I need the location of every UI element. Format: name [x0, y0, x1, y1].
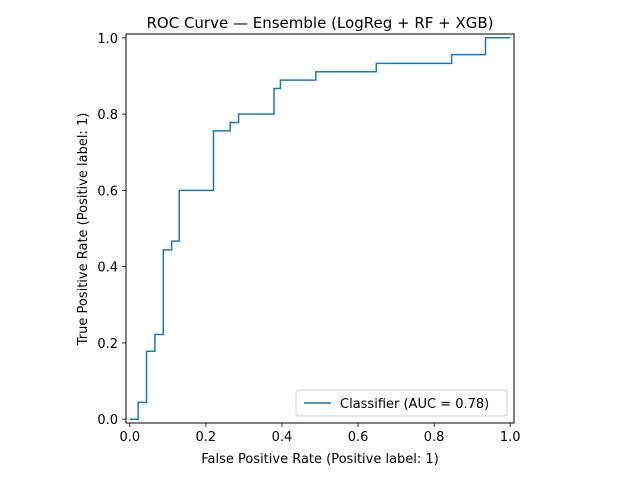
x-tick-label: 0.6	[348, 430, 369, 445]
y-axis-label: True Positive Rate (Positive label: 1)	[76, 113, 91, 347]
y-tick-label: 0.2	[97, 337, 118, 352]
x-tick-label: 0.4	[272, 430, 293, 445]
x-axis-ticks: 0.0 0.2 0.4 0.6 0.8 1.0	[119, 423, 521, 445]
legend: Classifier (AUC = 0.78)	[295, 389, 508, 417]
plot-area	[125, 33, 515, 424]
chart-title: ROC Curve — Ensemble (LogReg + RF + XGB)	[146, 14, 493, 32]
y-tick-label: 1.0	[97, 32, 118, 47]
legend-label: Classifier (AUC = 0.78)	[340, 397, 489, 412]
y-tick-label: 0.6	[97, 184, 118, 199]
x-tick-label: 0.2	[196, 430, 217, 445]
roc-curve-line	[129, 37, 511, 420]
x-tick-label: 0.0	[119, 430, 140, 445]
x-axis-label: False Positive Rate (Positive label: 1)	[201, 452, 439, 467]
y-tick-label: 0.4	[97, 261, 118, 276]
axes-frame	[125, 33, 515, 424]
y-axis-ticks: 0.0 0.2 0.4 0.6 0.8 1.0	[97, 32, 126, 428]
x-tick-label: 0.8	[424, 430, 445, 445]
legend-box	[295, 389, 508, 417]
y-tick-label: 0.0	[97, 413, 118, 428]
y-tick-label: 0.8	[97, 108, 118, 123]
x-tick-label: 1.0	[500, 430, 521, 445]
